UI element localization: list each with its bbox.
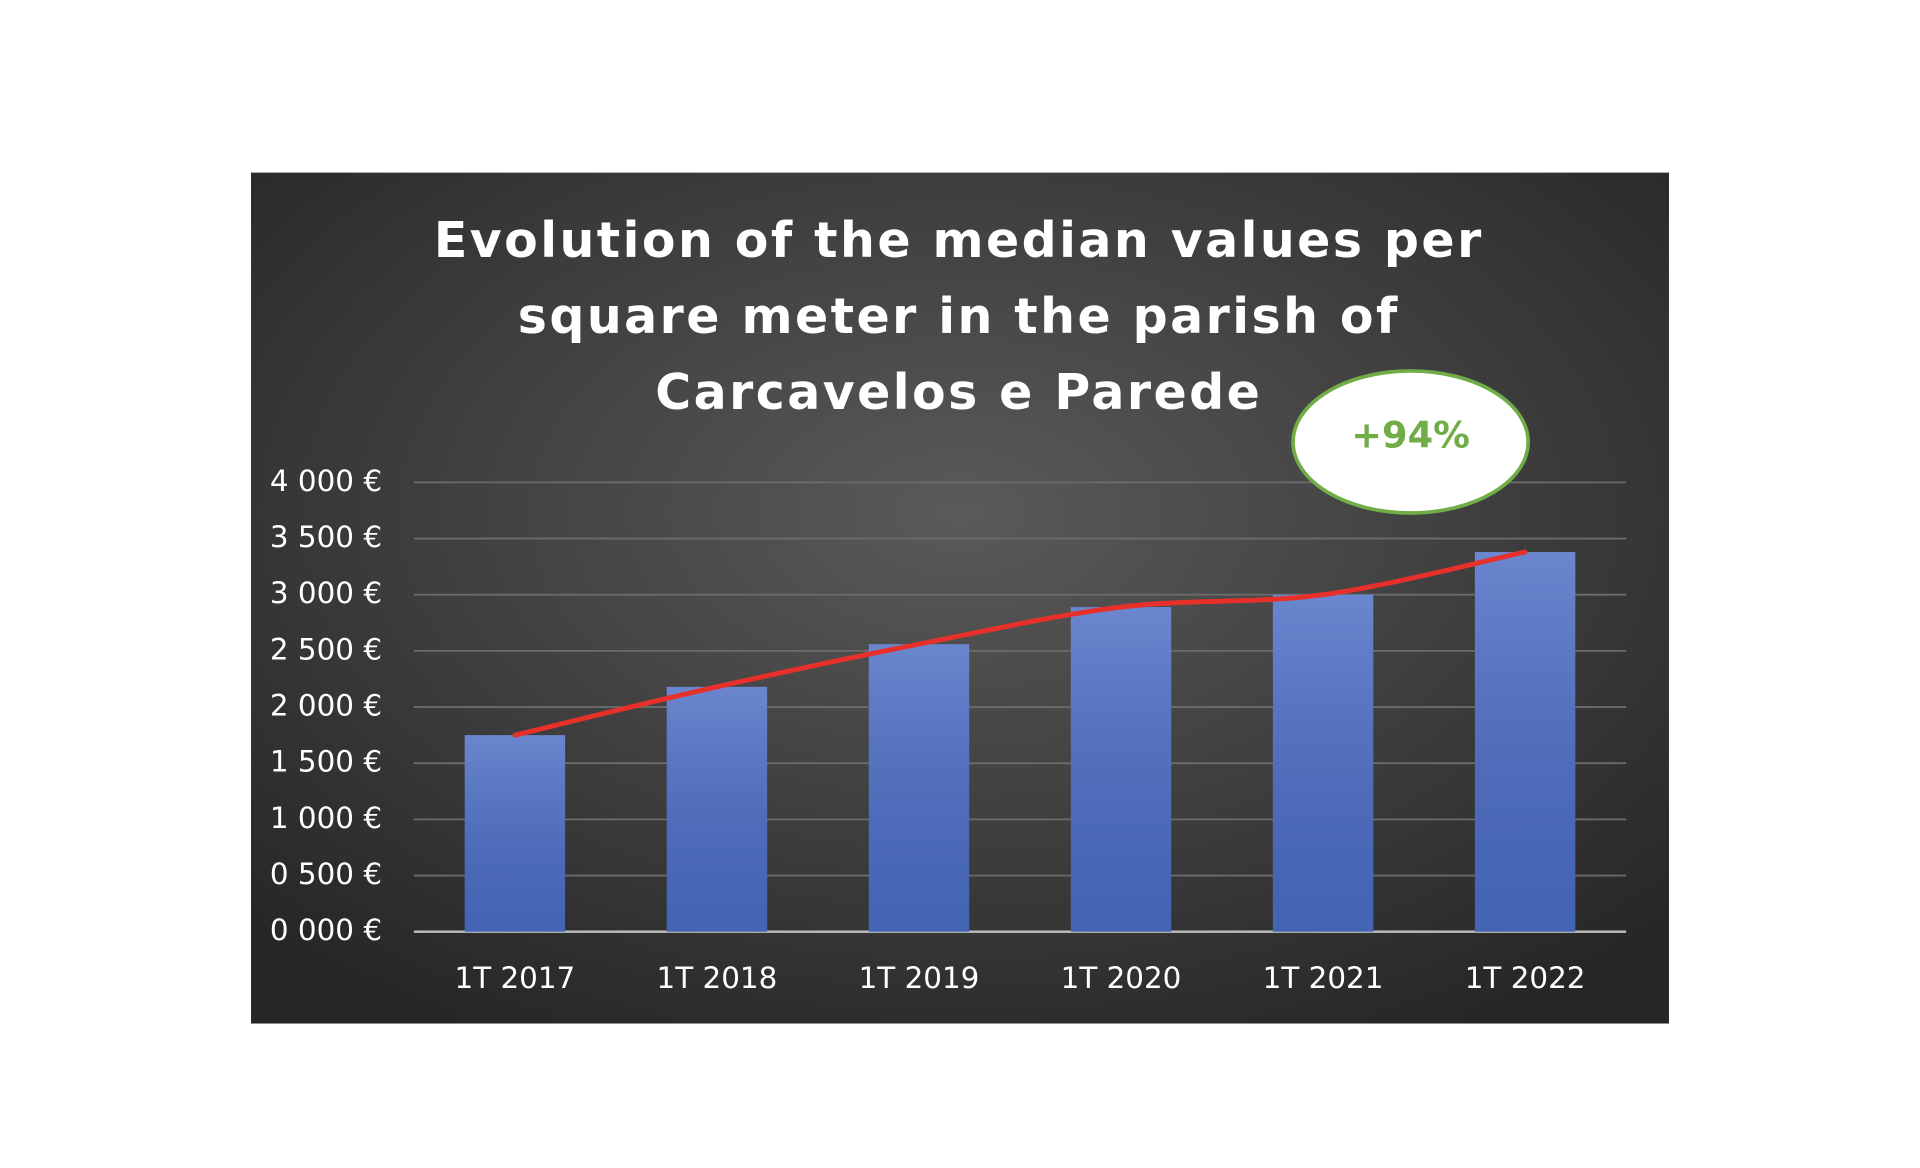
y-tick-label: 2 500 €	[270, 632, 382, 666]
title-box: Evolution of the median values per squar…	[433, 213, 1484, 422]
x-tick-label: 1T 2021	[1263, 961, 1384, 995]
bar	[868, 644, 970, 932]
bar	[666, 686, 768, 932]
annotation-bubble	[1291, 369, 1530, 515]
bar	[464, 735, 566, 932]
x-tick-label: 1T 2020	[1061, 961, 1182, 995]
x-tick-label: 1T 2017	[455, 961, 576, 995]
x-tick-label: 1T 2019	[859, 961, 980, 995]
y-tick-label: 1 000 €	[270, 801, 382, 835]
y-tick-label: 0 500 €	[270, 857, 382, 891]
y-tick-label: 3 000 €	[270, 576, 382, 610]
x-tick-label: 1T 2022	[1465, 961, 1586, 995]
annotation: +94%	[1351, 414, 1470, 457]
bar	[1272, 594, 1374, 932]
y-tick-label: 3 500 €	[270, 520, 382, 554]
y-tick-label: 0 000 €	[270, 913, 382, 947]
x-tick-label: 1T 2018	[657, 961, 778, 995]
bar	[1474, 552, 1576, 932]
trend-line	[512, 549, 1528, 738]
y-tick-label: 1 500 €	[270, 745, 382, 779]
bar	[1070, 607, 1172, 932]
y-tick-label: 4 000 €	[270, 464, 382, 498]
chart-title: Evolution of the median values per squar…	[433, 213, 1484, 422]
y-tick-label: 2 000 €	[270, 689, 382, 723]
